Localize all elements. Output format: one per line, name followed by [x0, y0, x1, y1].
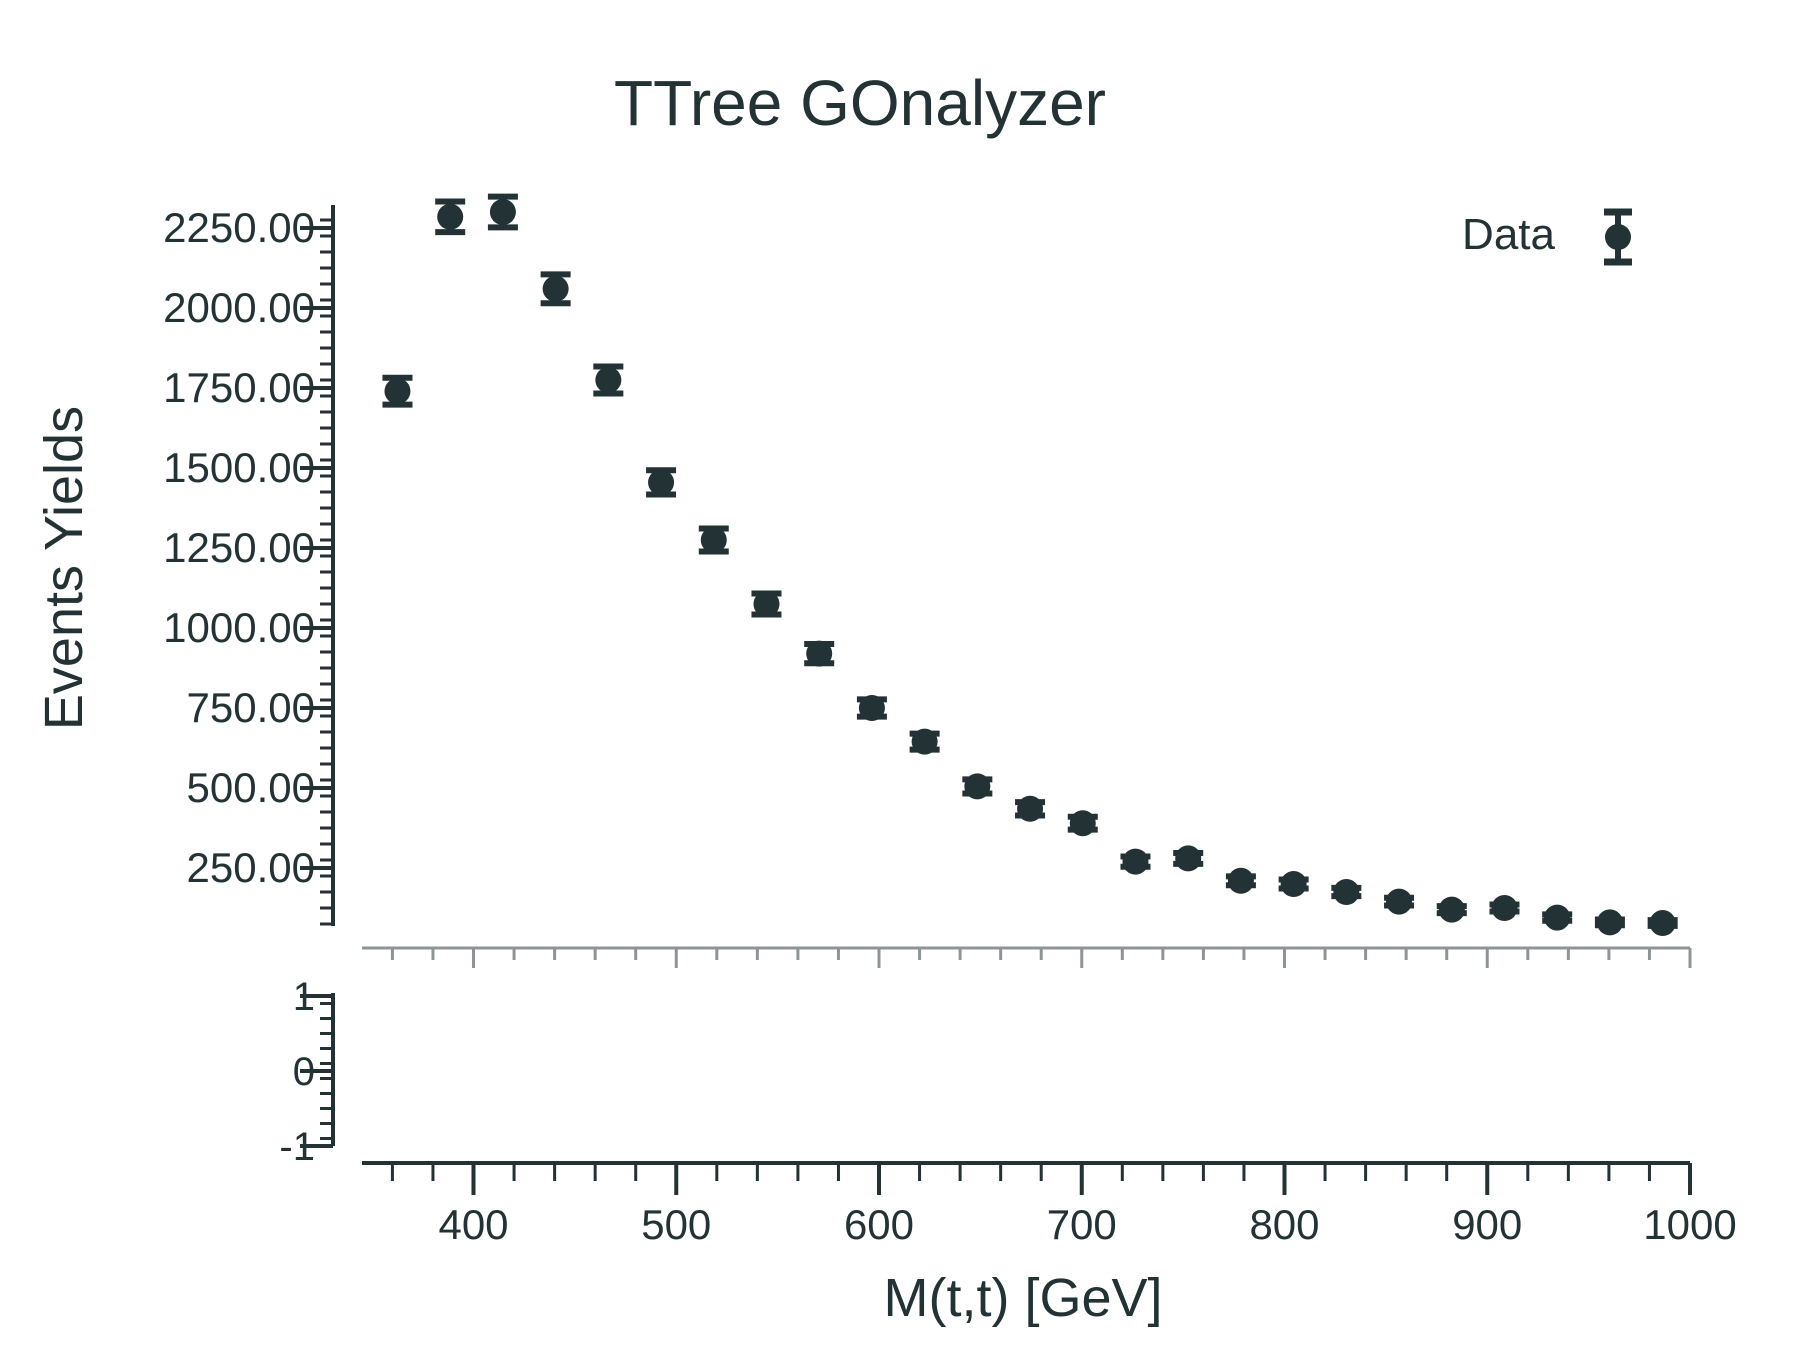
data-point	[1436, 896, 1467, 923]
data-point	[1225, 867, 1256, 894]
data-point	[698, 525, 729, 555]
marker	[858, 695, 885, 721]
marker	[964, 773, 991, 800]
legend-marker	[1604, 208, 1632, 266]
marker	[1544, 904, 1571, 931]
marker	[542, 275, 569, 302]
y-tick-label: 1500.00	[163, 444, 315, 491]
marker	[1649, 910, 1676, 937]
y-tick-label: 250.00	[187, 844, 315, 891]
data-point	[804, 640, 835, 667]
data-point	[751, 590, 782, 618]
marker	[1280, 871, 1307, 897]
marker	[806, 640, 833, 667]
legend-label: Data	[1462, 210, 1555, 259]
marker	[384, 378, 411, 405]
legend-marker-dot	[1605, 224, 1631, 250]
marker	[648, 469, 675, 496]
y-tick-label: 500.00	[187, 764, 315, 811]
y-tick-label: 1250.00	[163, 524, 315, 571]
x-tick-label: 1000	[1643, 1201, 1736, 1248]
x-tick-label: 700	[1047, 1201, 1117, 1248]
x-tick-label: 900	[1452, 1201, 1522, 1248]
marker	[1069, 810, 1096, 837]
marker	[911, 728, 938, 755]
x-tick-label: 400	[438, 1201, 508, 1248]
marker	[1491, 895, 1518, 921]
marker	[1596, 909, 1623, 936]
marker	[1386, 888, 1413, 915]
marker	[1175, 845, 1202, 872]
marker	[489, 199, 516, 225]
data-point	[962, 773, 993, 800]
x-tick-label: 800	[1249, 1201, 1319, 1248]
data-point	[909, 728, 940, 755]
data-point	[1331, 879, 1362, 905]
marker	[1017, 795, 1044, 822]
data-point	[1489, 895, 1520, 921]
y-tick-label: 750.00	[187, 684, 315, 731]
marker	[1333, 879, 1360, 905]
data-point	[435, 198, 466, 236]
chart-title: TTree GOnalyzer	[614, 67, 1106, 139]
data-point	[646, 467, 677, 498]
data-point	[856, 695, 887, 721]
x-tick-label: 600	[844, 1201, 914, 1248]
y-tick-label: 1000.00	[163, 604, 315, 651]
data-point	[487, 193, 518, 231]
data-point	[1384, 888, 1415, 915]
y-tick-label: 2250.00	[163, 204, 315, 251]
data-point	[1067, 810, 1098, 837]
marker	[1438, 896, 1465, 923]
y-axis-label: Events Yields	[34, 406, 94, 730]
marker	[753, 591, 780, 617]
ratio-y-tick-label: 1	[293, 975, 315, 1019]
axes: 250.00 500.00 750.00 1000.00 1250.00 1500.00 1…	[163, 204, 1737, 1248]
data-point	[593, 363, 624, 397]
data-point	[1173, 845, 1204, 872]
data-point	[1278, 871, 1309, 897]
data-point	[1120, 848, 1151, 875]
data-point	[1015, 795, 1046, 822]
marker	[700, 527, 727, 553]
ratio-y-tick-label: -1	[279, 1125, 315, 1169]
data-point	[1542, 904, 1573, 931]
data-point	[540, 271, 571, 307]
x-axis-label: M(t,t) [GeV]	[883, 1268, 1162, 1328]
y-tick-label: 2000.00	[163, 284, 315, 331]
y-tick-label: 1750.00	[163, 364, 315, 411]
marker	[437, 203, 464, 230]
data-point	[1594, 909, 1625, 936]
marker	[1227, 867, 1254, 894]
data-point	[1647, 910, 1678, 937]
data-points	[382, 193, 1678, 937]
data-point	[382, 374, 413, 408]
x-tick-label: 500	[641, 1201, 711, 1248]
marker	[1122, 848, 1149, 875]
ratio-y-tick-label: 0	[293, 1050, 315, 1094]
marker	[595, 367, 622, 393]
